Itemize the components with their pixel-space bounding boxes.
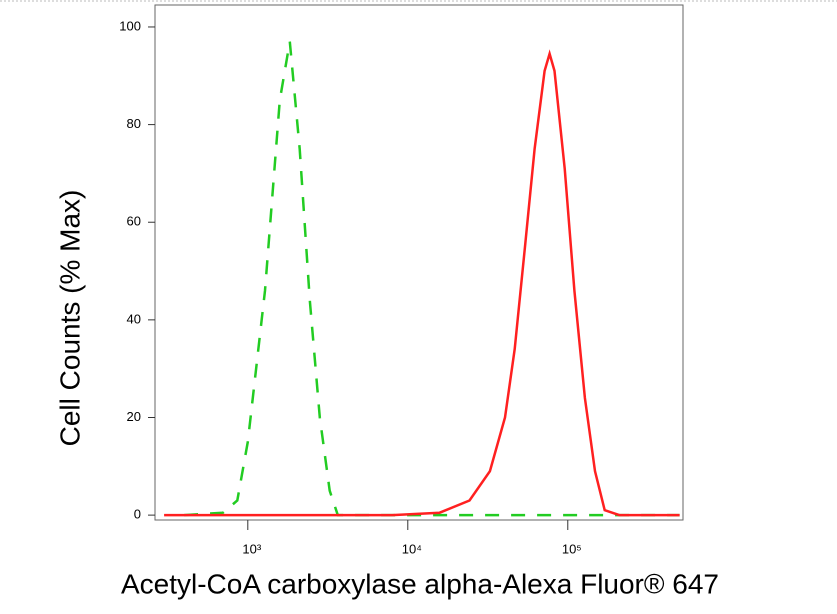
plot-frame xyxy=(154,4,684,521)
x-tick-label: 10³ xyxy=(242,541,261,556)
y-tick-label: 60 xyxy=(127,214,141,229)
y-tick-label: 40 xyxy=(127,311,141,326)
y-tick-label: 80 xyxy=(127,116,141,131)
y-axis-title: Cell Counts (% Max) xyxy=(54,190,85,447)
y-tick-label: 0 xyxy=(134,507,141,522)
x-tick-label: 10⁴ xyxy=(402,541,422,556)
series-line xyxy=(164,49,680,517)
x-axis-title: Acetyl-CoA carboxylase alpha-Alexa Fluor… xyxy=(121,568,719,599)
y-tick-label: 20 xyxy=(127,409,141,424)
series-line xyxy=(184,41,680,517)
x-tick-label: 10⁵ xyxy=(562,541,582,556)
y-tick-label: 100 xyxy=(119,18,141,33)
